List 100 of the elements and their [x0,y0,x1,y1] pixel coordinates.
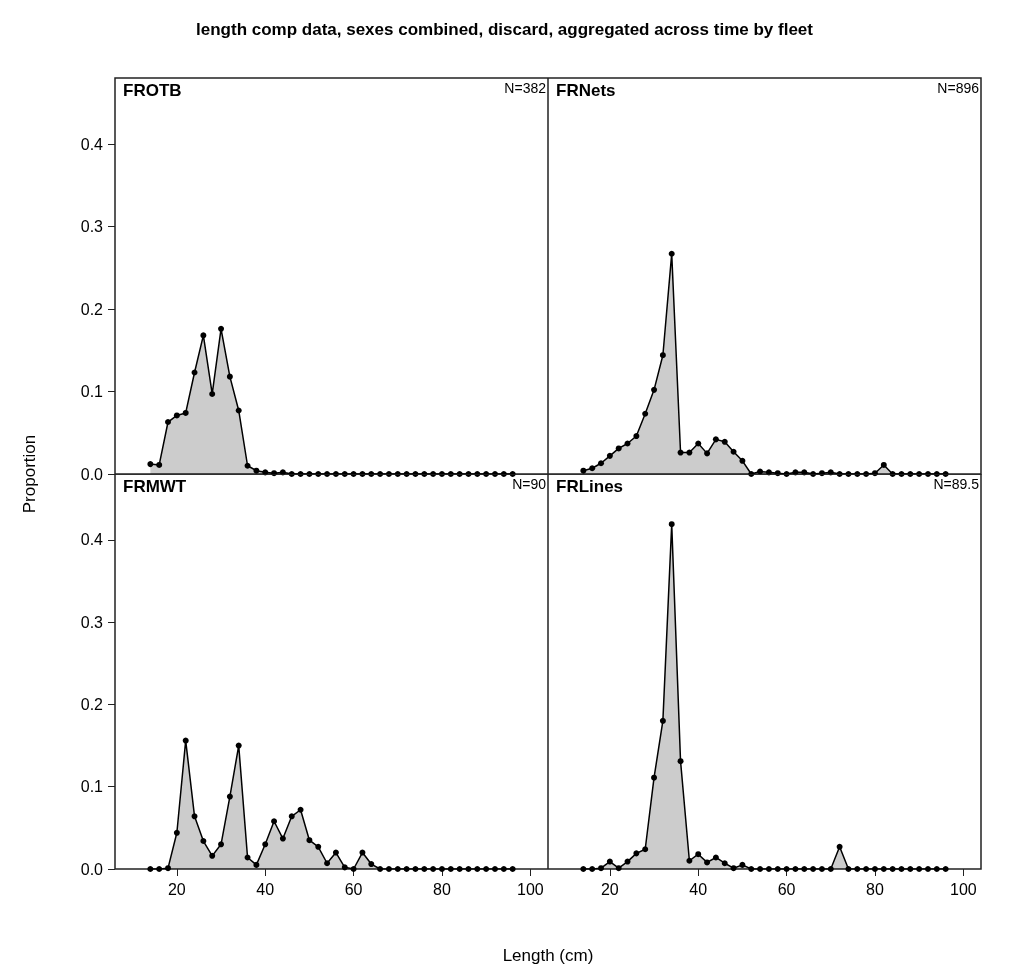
point [394,866,401,872]
point [792,866,799,872]
point [739,457,746,464]
point [297,806,304,813]
annotation: FRLines [556,477,624,496]
point [898,866,905,872]
point [279,835,286,842]
point [836,843,843,850]
point [403,866,410,872]
point [438,866,445,872]
point [253,467,260,474]
point [359,849,366,856]
point [147,866,154,872]
x-tick-label: 100 [516,880,544,898]
annotation: FRNets [556,81,616,100]
point [615,445,622,452]
point [447,866,454,872]
point [377,866,384,872]
point [226,373,233,380]
point [156,461,163,468]
point [827,866,834,872]
point [474,866,481,872]
point [659,352,666,359]
point [509,866,516,872]
point [845,866,852,872]
point [633,433,640,440]
point [218,325,225,332]
x-tick-label: 100 [949,880,977,898]
point [739,861,746,868]
point [182,737,189,744]
point [907,866,914,872]
point [483,866,490,872]
point [165,419,172,426]
point [765,866,772,872]
point [324,471,331,477]
point [606,858,613,865]
point [810,471,817,477]
y-tick-label: 0.2 [80,300,104,318]
point [686,449,693,456]
point [218,841,225,848]
point [704,859,711,866]
y-tick-label: 0.4 [80,531,104,549]
point [916,866,923,872]
y-tick-label: 0.2 [80,695,104,713]
y-axis-title: Proportion [20,434,40,514]
point [606,452,613,459]
x-tick-label: 60 [777,880,796,898]
point [633,850,640,857]
point [712,436,719,443]
point [200,838,207,845]
annotation: N=382 [504,80,547,96]
point [244,462,251,469]
point [677,449,684,456]
chart-title: length comp data, sexes combined, discard, aggregated across time by fleet [195,20,814,40]
point [262,841,269,848]
point [589,465,596,472]
point [642,846,649,853]
x-axis-title: Length (cm) [502,946,594,966]
point [695,440,702,447]
x-tick-label: 20 [167,880,186,898]
point [942,866,949,872]
point [818,866,825,872]
point [438,471,445,477]
point [712,854,719,861]
point [854,866,861,872]
point [721,860,728,867]
point [757,468,764,475]
point [315,843,322,850]
point [465,866,472,872]
y-tick-label: 0.4 [80,135,104,153]
point [880,461,887,468]
point [889,866,896,872]
point [651,386,658,393]
point [580,866,587,872]
point [748,866,755,872]
point [385,471,392,477]
annotation: FROTB [123,81,182,100]
point [730,448,737,455]
point [147,461,154,468]
y-tick-label: 0.3 [80,613,104,631]
point [642,410,649,417]
point [757,866,764,872]
annotation: N=896 [937,80,980,96]
x-tick-label: 40 [256,880,275,898]
point [783,866,790,872]
point [624,440,631,447]
point [695,851,702,858]
y-tick-label: 0.1 [80,383,104,400]
annotation: N=90 [512,476,547,492]
point [430,866,437,872]
point [863,866,870,872]
point [341,864,348,871]
point [253,861,260,868]
point [686,857,693,864]
x-tick-label: 40 [689,880,708,898]
point [589,866,596,872]
point [385,866,392,872]
point [491,866,498,872]
annotation: N=89.5 [933,476,980,492]
point [668,521,675,528]
